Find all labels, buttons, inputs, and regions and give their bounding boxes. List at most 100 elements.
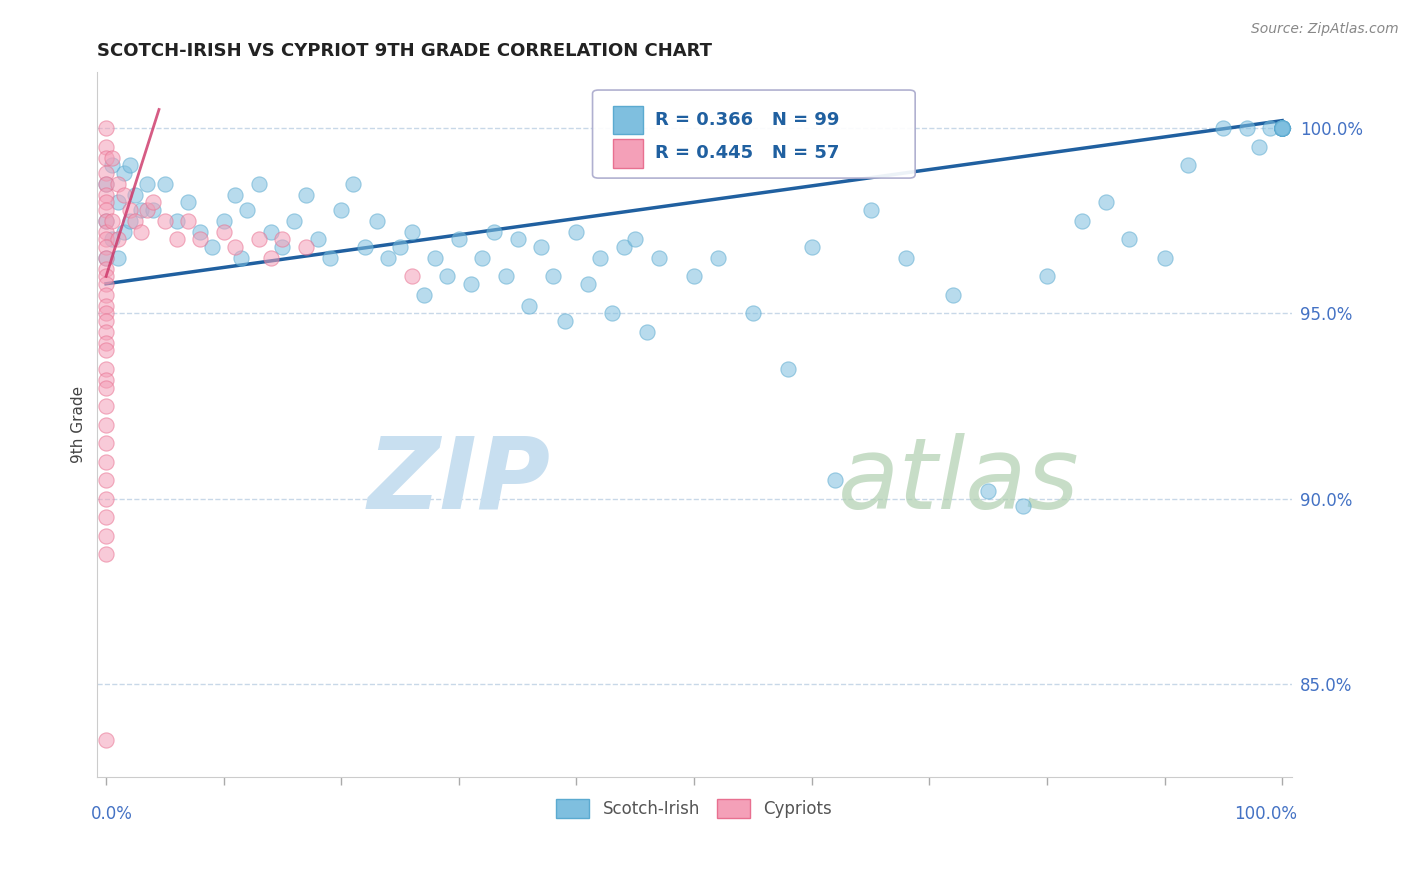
- Point: [260, 225, 283, 239]
- Point: [624, 232, 647, 246]
- Text: Source: ZipAtlas.com: Source: ZipAtlas.com: [1251, 22, 1399, 37]
- Point: [231, 251, 253, 265]
- Point: [94, 399, 117, 413]
- Point: [1271, 121, 1294, 136]
- Point: [94, 288, 117, 302]
- Point: [683, 269, 706, 284]
- Point: [389, 240, 412, 254]
- Text: R = 0.366   N = 99: R = 0.366 N = 99: [655, 112, 839, 129]
- Point: [94, 151, 117, 165]
- Point: [94, 232, 117, 246]
- Point: [1271, 121, 1294, 136]
- Point: [247, 177, 270, 191]
- Text: R = 0.445   N = 57: R = 0.445 N = 57: [655, 145, 839, 162]
- Point: [94, 177, 117, 191]
- Point: [107, 195, 129, 210]
- Point: [188, 232, 211, 246]
- Point: [1271, 121, 1294, 136]
- Point: [460, 277, 482, 291]
- Point: [1271, 121, 1294, 136]
- Point: [94, 251, 117, 265]
- Point: [307, 232, 329, 246]
- Point: [330, 202, 353, 217]
- Point: [482, 225, 505, 239]
- Point: [283, 213, 305, 227]
- Point: [1177, 158, 1199, 172]
- Point: [1271, 121, 1294, 136]
- Point: [94, 314, 117, 328]
- Point: [177, 213, 200, 227]
- Point: [1271, 121, 1294, 136]
- Point: [1271, 121, 1294, 136]
- Point: [94, 177, 117, 191]
- FancyBboxPatch shape: [613, 139, 643, 168]
- Point: [1012, 500, 1035, 514]
- Point: [112, 187, 135, 202]
- Point: [94, 325, 117, 339]
- Point: [295, 240, 318, 254]
- Point: [471, 251, 494, 265]
- Point: [1271, 121, 1294, 136]
- Point: [506, 232, 529, 246]
- Point: [166, 232, 188, 246]
- Legend: Scotch-Irish, Cypriots: Scotch-Irish, Cypriots: [550, 792, 839, 825]
- Text: 0.0%: 0.0%: [90, 805, 132, 823]
- Point: [131, 202, 153, 217]
- Point: [1236, 121, 1258, 136]
- Point: [94, 240, 117, 254]
- Point: [318, 251, 340, 265]
- Point: [94, 213, 117, 227]
- Point: [576, 277, 599, 291]
- Point: [412, 288, 434, 302]
- Point: [107, 177, 129, 191]
- Point: [554, 314, 576, 328]
- Point: [94, 261, 117, 276]
- Point: [425, 251, 447, 265]
- Point: [224, 240, 246, 254]
- Text: 100.0%: 100.0%: [1234, 805, 1298, 823]
- Point: [94, 277, 117, 291]
- Point: [436, 269, 458, 284]
- Point: [94, 121, 117, 136]
- Point: [800, 240, 823, 254]
- Point: [447, 232, 470, 246]
- Point: [118, 202, 141, 217]
- Point: [201, 240, 224, 254]
- Point: [530, 240, 553, 254]
- Point: [124, 213, 146, 227]
- Point: [94, 306, 117, 320]
- Point: [600, 306, 623, 320]
- Point: [94, 251, 117, 265]
- Point: [353, 240, 375, 254]
- Point: [94, 417, 117, 432]
- Point: [94, 732, 117, 747]
- Point: [177, 195, 200, 210]
- Point: [153, 213, 176, 227]
- Point: [589, 251, 612, 265]
- Point: [1260, 121, 1282, 136]
- Point: [118, 158, 141, 172]
- Point: [142, 202, 165, 217]
- Point: [1271, 121, 1294, 136]
- Point: [295, 187, 318, 202]
- Point: [94, 213, 117, 227]
- Point: [942, 288, 965, 302]
- Point: [136, 202, 159, 217]
- Point: [212, 225, 235, 239]
- Point: [101, 213, 124, 227]
- Text: SCOTCH-IRISH VS CYPRIOT 9TH GRADE CORRELATION CHART: SCOTCH-IRISH VS CYPRIOT 9TH GRADE CORREL…: [97, 42, 711, 60]
- Point: [1271, 121, 1294, 136]
- Point: [94, 343, 117, 358]
- Point: [94, 225, 117, 239]
- Point: [342, 177, 364, 191]
- Point: [101, 232, 124, 246]
- Point: [1153, 251, 1175, 265]
- Point: [94, 336, 117, 351]
- FancyBboxPatch shape: [613, 106, 643, 135]
- Point: [1118, 232, 1140, 246]
- Point: [94, 529, 117, 543]
- Point: [1271, 121, 1294, 136]
- Y-axis label: 9th Grade: 9th Grade: [72, 386, 86, 463]
- Point: [94, 362, 117, 376]
- Point: [188, 225, 211, 239]
